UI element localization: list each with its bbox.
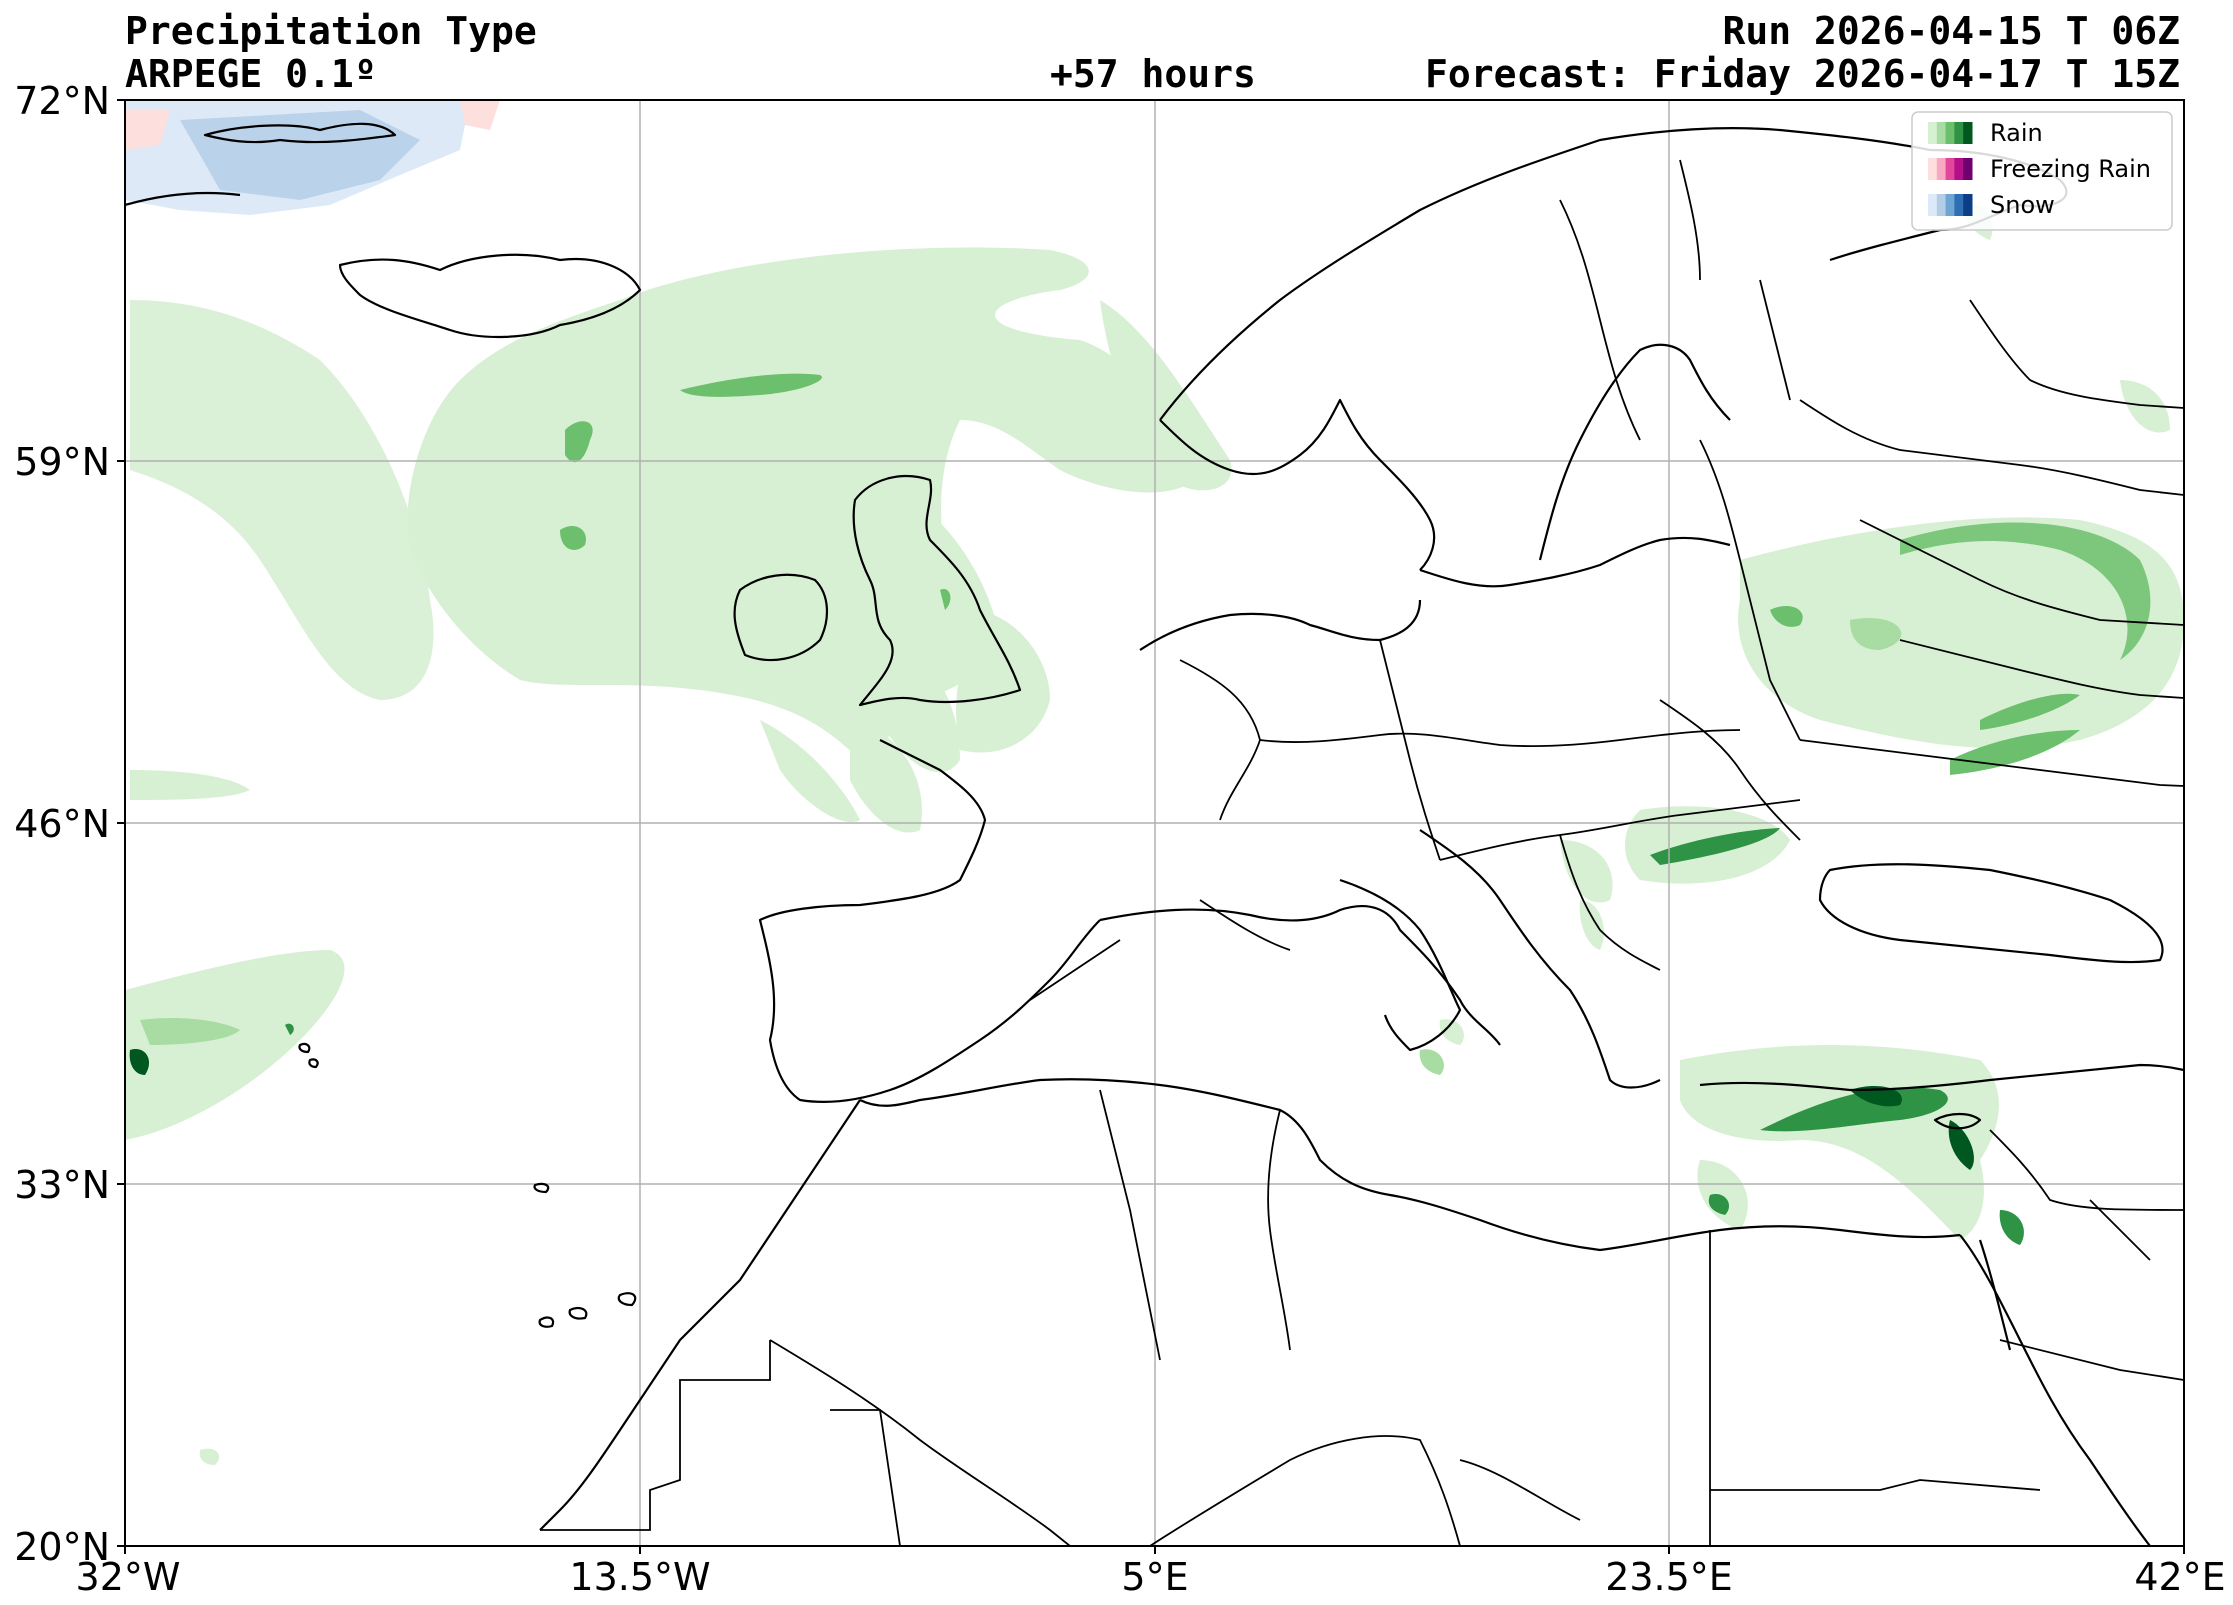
map-title: Precipitation Type xyxy=(125,9,537,53)
lon-tick-label: 13.5°W xyxy=(569,1555,710,1599)
lon-tick-labels: 32°W 13.5°W 5°E 23.5°E 42°E xyxy=(76,1555,2226,1599)
gridlines xyxy=(125,100,2184,1546)
legend-swatches xyxy=(1928,122,1973,216)
legend-swatch xyxy=(1945,194,1955,216)
legend-swatch xyxy=(1954,122,1964,144)
lat-tick-labels: 72°N 59°N 46°N 33°N 20°N xyxy=(14,79,110,1569)
tick-marks xyxy=(117,99,2185,1554)
legend-swatch xyxy=(1936,122,1947,144)
legend-label-rain: Rain xyxy=(1990,119,2043,147)
lat-tick-label: 59°N xyxy=(14,440,110,484)
lon-tick-label: 32°W xyxy=(76,1555,181,1599)
lat-tick-label: 72°N xyxy=(14,79,110,123)
legend-label-freezing-rain: Freezing Rain xyxy=(1990,155,2151,183)
coastlines xyxy=(125,122,2184,1546)
model-label: ARPEGE 0.1º xyxy=(125,52,377,96)
legend-swatch xyxy=(1945,122,1955,144)
precip-layer xyxy=(125,100,2184,1465)
legend-box xyxy=(1911,111,2173,231)
lon-tick-label: 42°E xyxy=(2134,1555,2225,1599)
legend-label-snow: Snow xyxy=(1990,191,2055,219)
legend-swatch xyxy=(1936,194,1947,216)
legend-swatch xyxy=(1963,158,1973,180)
lead-time: +57 hours xyxy=(1050,52,1256,96)
legend-swatch xyxy=(1963,194,1973,216)
lon-tick-label: 5°E xyxy=(1121,1555,1188,1599)
lon-tick-label: 23.5°E xyxy=(1605,1555,1733,1599)
lat-tick-label: 46°N xyxy=(14,802,110,846)
legend-swatch xyxy=(1954,194,1964,216)
legend-swatch xyxy=(1936,158,1947,180)
forecast-time: Forecast: Friday 2026-04-17 T 15Z xyxy=(1425,52,2180,96)
legend-swatch xyxy=(1954,158,1964,180)
run-time: Run 2026-04-15 T 06Z xyxy=(1722,9,2180,53)
legend-swatch xyxy=(1928,194,1938,216)
legend: Rain Freezing Rain Snow xyxy=(1911,111,2173,231)
country-borders xyxy=(540,159,2184,1546)
legend-swatch xyxy=(1928,122,1938,144)
legend-swatch xyxy=(1963,122,1973,144)
legend-swatch xyxy=(1928,158,1938,180)
lat-tick-label: 20°N xyxy=(14,1525,110,1569)
lat-tick-label: 33°N xyxy=(14,1163,110,1207)
legend-swatch xyxy=(1945,158,1955,180)
